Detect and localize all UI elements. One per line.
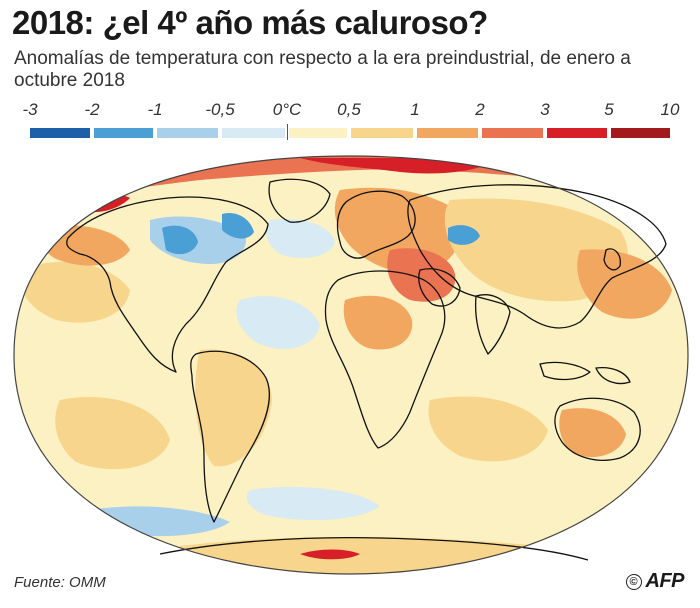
pacific-warm-region [577, 249, 672, 319]
greenland-coastline [268, 178, 331, 223]
middle-east-hot-region [387, 248, 456, 302]
africa-coastline [324, 270, 446, 449]
legend-label: -3 [22, 100, 38, 119]
source-credit: Fuente: OMM [14, 574, 106, 591]
legend-swatch [611, 128, 670, 138]
south-america-coastline [190, 350, 270, 523]
page-subtitle: Anomalías de temperatura con respecto a … [14, 48, 631, 91]
siberia-cold-region [448, 225, 480, 245]
legend-label: -2 [84, 100, 100, 119]
legend-swatch [222, 128, 285, 138]
legend-label: 0°C [272, 100, 302, 119]
australia-coastline [554, 397, 641, 461]
arabia-coastline [418, 268, 461, 307]
legend-label: -0,5 [205, 100, 235, 119]
legend-swatch [417, 128, 478, 138]
japan-coastline [603, 248, 621, 271]
legend-label: 0,5 [337, 100, 361, 119]
legend-label: -1 [147, 100, 163, 119]
agency-credit: © AFP [625, 570, 685, 593]
globe-outline [13, 155, 689, 575]
legend-swatch [289, 128, 347, 138]
south-pacific-warm-region [55, 397, 170, 470]
legend-swatch [157, 128, 218, 138]
coastlines [66, 178, 667, 561]
europe-coastline [336, 190, 416, 259]
antarctica-coastline [159, 536, 589, 561]
india-coastline [474, 294, 511, 355]
north-america-coastline [66, 196, 269, 373]
legend-swatch [30, 128, 90, 138]
color-legend: -3 -2 -1 -0,5 0°C 0,5 1 2 3 5 10 [0, 100, 700, 146]
north-africa-hot-region [343, 295, 413, 350]
legend-swatch [547, 128, 607, 138]
legend-label: 2 [475, 100, 485, 119]
legend-swatch [351, 128, 413, 138]
arctic-very-hot-region [600, 190, 680, 216]
north-america-cold-region [162, 225, 198, 255]
legend-swatch [94, 128, 153, 138]
australia-warm-region [559, 408, 626, 458]
legend-label: 3 [540, 100, 550, 119]
legend-zero-tick [287, 124, 288, 140]
antarctica-hot-region [300, 549, 360, 560]
north-america-cold-region [222, 212, 254, 239]
indonesia-coastline [539, 361, 591, 381]
southern-ocean-cool-region [246, 486, 380, 521]
afp-logo: AFP [645, 570, 685, 592]
legend-swatch [482, 128, 543, 138]
pacific-warm-region [19, 261, 130, 323]
copyright-icon: © [625, 573, 642, 590]
legend-label: 10 [660, 100, 680, 119]
indonesia-coastline [595, 366, 631, 385]
legend-label: 5 [604, 100, 614, 119]
page-title: 2018: ¿el 4º año más caluroso? [12, 4, 488, 41]
world-anomaly-map [0, 150, 700, 580]
atlantic-cool-region [265, 218, 335, 258]
atlantic-cool-region [236, 296, 320, 349]
legend-label: 1 [410, 100, 420, 119]
south-america-warm-region [195, 349, 272, 467]
map-svg [13, 155, 689, 575]
indian-ocean-warm-region [428, 396, 548, 462]
asia-coastline [407, 184, 667, 329]
